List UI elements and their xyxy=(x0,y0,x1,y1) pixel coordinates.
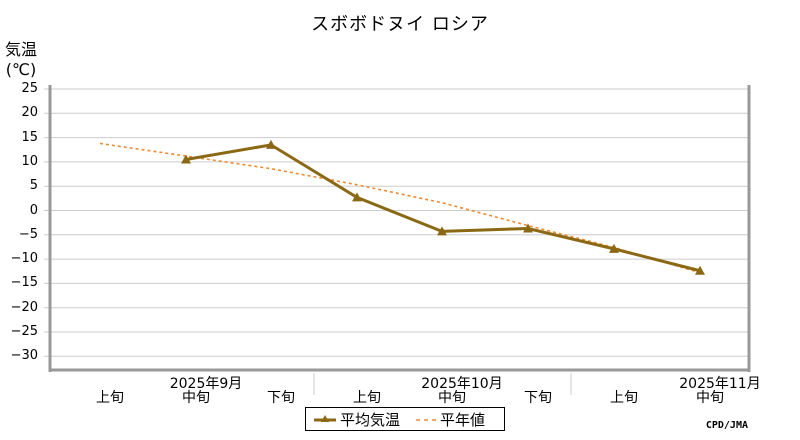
y-axis-label: 気温 (℃) xyxy=(0,40,42,80)
x-month-label: 2025年10月 xyxy=(421,376,503,392)
x-month-label: 2025年9月 xyxy=(169,376,243,392)
legend-item-normal: 平年値 xyxy=(414,409,485,430)
legend-item-observed: 平均気温 xyxy=(314,409,400,430)
triangle-marker xyxy=(352,192,362,202)
triangle-marker xyxy=(266,139,276,149)
y-tick-label: 0 xyxy=(29,202,38,218)
x-tick-label: 中旬 xyxy=(182,390,210,406)
triangle-marker xyxy=(437,226,447,236)
observed-markers xyxy=(181,139,705,275)
y-tick-label: −30 xyxy=(10,348,38,364)
y-tick-label: 20 xyxy=(21,105,38,121)
y-tick-label: 5 xyxy=(29,178,38,194)
x-month-label: 2025年11月 xyxy=(679,376,761,392)
x-tick-label: 上旬 xyxy=(96,390,124,406)
x-tick-label: 下旬 xyxy=(267,390,295,406)
triangle-line-icon xyxy=(314,415,336,422)
y-tick-label: 15 xyxy=(21,129,38,145)
y-tick-label: −25 xyxy=(10,324,38,339)
legend-label-observed: 平均気温 xyxy=(340,410,401,429)
x-tick-label: 下旬 xyxy=(524,390,552,406)
y-tick-label: 10 xyxy=(21,153,38,169)
triangle-marker xyxy=(181,154,191,164)
y-tick-label: −5 xyxy=(18,226,38,242)
triangle-marker xyxy=(609,243,619,253)
credit-text: CPD/JMA xyxy=(705,420,748,431)
y-tick-label: −15 xyxy=(10,275,38,291)
y-tick-label: −10 xyxy=(10,251,38,267)
y-tick-label: 25 xyxy=(21,81,38,96)
legend: 平均気温 平年値 xyxy=(305,407,505,431)
y-tick-label: −20 xyxy=(10,299,38,315)
observed-series-line xyxy=(185,143,701,273)
y-axis-label-line1: 気温 xyxy=(4,40,37,59)
legend-label-normal: 平年値 xyxy=(440,410,486,429)
chart-title: スボボドヌイ ロシア xyxy=(311,14,489,35)
triangle-marker xyxy=(523,223,533,233)
x-tick-label: 中旬 xyxy=(438,390,466,406)
y-axis-label-line2: (℃) xyxy=(5,60,37,79)
gridlines xyxy=(44,88,748,357)
x-tick-label: 中旬 xyxy=(696,390,724,406)
normal-series-line xyxy=(99,142,701,274)
x-tick-label: 上旬 xyxy=(610,390,638,406)
dashed-line-icon xyxy=(416,419,437,421)
x-tick-label: 上旬 xyxy=(353,390,381,406)
triangle-marker xyxy=(695,265,705,275)
